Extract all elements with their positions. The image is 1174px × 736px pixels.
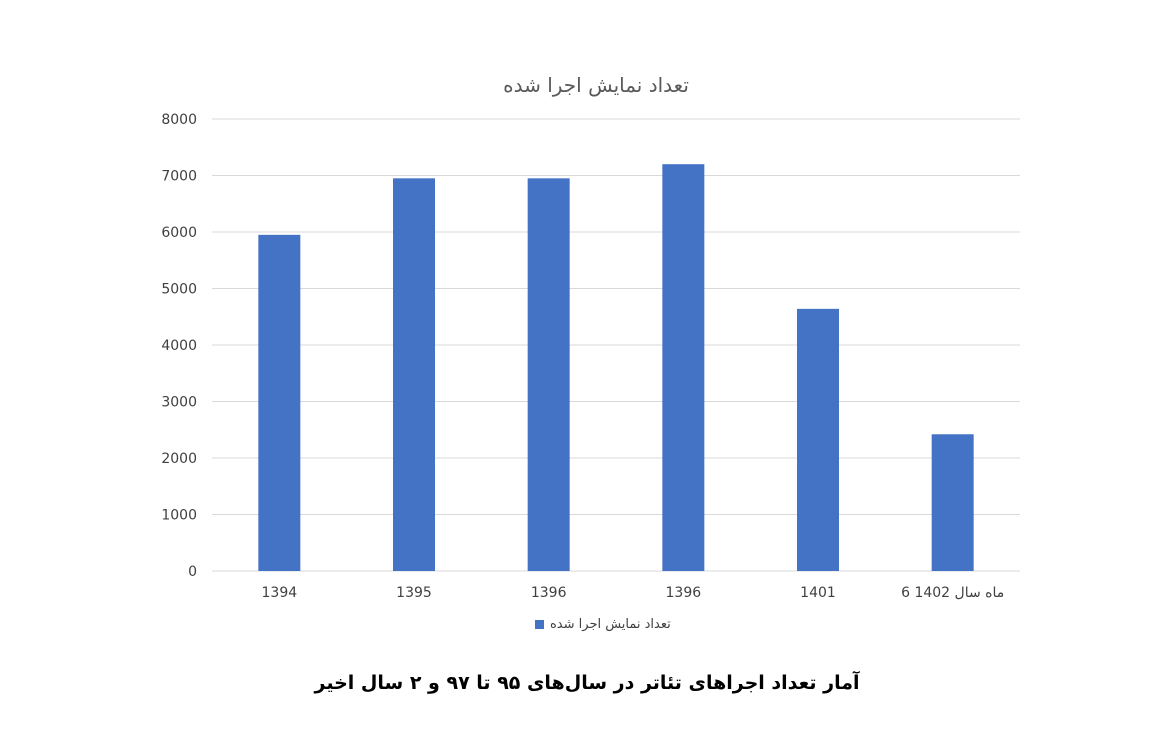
- x-tick-label: 1396: [666, 585, 702, 601]
- gridlines: [212, 118, 1020, 572]
- x-tick-label: 1394: [262, 585, 298, 601]
- bar: [662, 164, 705, 571]
- figure-caption: آمار تعداد اجراهای تئاتر در سال‌های ۹۵ ت…: [314, 672, 860, 694]
- x-axis-ticks: 1394 1395 1396 1396 1401 6 ماه سال 1402: [262, 585, 1005, 601]
- y-tick-label: 3000: [161, 395, 197, 411]
- x-tick-label: 6 ماه سال 1402: [901, 585, 1004, 601]
- y-tick-label: 6000: [161, 225, 197, 241]
- y-tick-label: 0: [188, 564, 197, 580]
- legend-label: تعداد نمایش اجرا شده: [550, 617, 671, 632]
- x-tick-label: 1401: [800, 585, 836, 601]
- bar: [258, 234, 301, 571]
- chart-title: تعداد نمایش اجرا شده: [503, 73, 689, 97]
- y-axis-ticks: 0 1000 2000 3000 4000 5000 6000 7000 8000: [161, 112, 197, 580]
- bars: [258, 164, 974, 571]
- y-tick-label: 7000: [161, 169, 197, 185]
- bar-chart: تعداد نمایش اجرا شده 0 1000 2000 3000 4000 50…: [161, 73, 1020, 632]
- y-tick-label: 1000: [161, 508, 197, 524]
- bar: [527, 178, 570, 571]
- bar: [931, 434, 974, 571]
- x-tick-label: 1395: [396, 585, 432, 601]
- bar: [797, 308, 839, 571]
- legend-swatch: [535, 620, 544, 629]
- y-tick-label: 8000: [161, 112, 197, 128]
- y-tick-label: 4000: [161, 338, 197, 354]
- y-tick-label: 2000: [161, 451, 197, 467]
- bar: [393, 178, 435, 571]
- legend: تعداد نمایش اجرا شده: [535, 617, 671, 632]
- x-tick-label: 1396: [531, 585, 567, 601]
- y-tick-label: 5000: [161, 282, 197, 298]
